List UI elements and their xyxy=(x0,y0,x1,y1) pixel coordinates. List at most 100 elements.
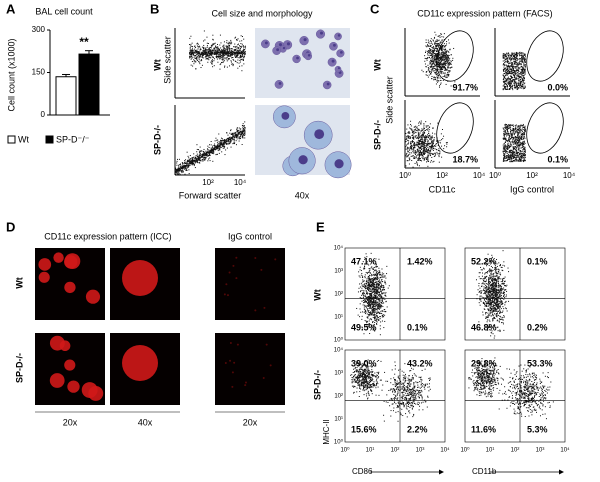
event-dot xyxy=(513,71,515,73)
event-dot xyxy=(508,135,510,137)
event-dot xyxy=(518,79,520,81)
event-dot xyxy=(513,65,515,67)
event-dot xyxy=(221,55,223,57)
event-dot xyxy=(430,138,432,140)
event-dot xyxy=(200,53,202,55)
event-dot xyxy=(427,125,429,127)
event-dot xyxy=(210,61,212,63)
event-dot xyxy=(514,139,516,141)
event-dot xyxy=(505,88,507,90)
event-dot xyxy=(410,125,412,127)
event-dot xyxy=(188,163,190,165)
event-dot xyxy=(230,60,232,62)
event-dot xyxy=(178,172,180,174)
event-dot xyxy=(238,138,240,140)
event-dot xyxy=(231,54,233,56)
event-dot xyxy=(442,55,444,57)
event-dot xyxy=(227,52,229,54)
event-dot xyxy=(421,138,423,140)
event-dot xyxy=(207,160,209,162)
nucleus xyxy=(337,67,341,70)
event-dot xyxy=(446,76,448,78)
event-dot xyxy=(521,80,523,82)
event-dot xyxy=(511,139,513,141)
event-dot xyxy=(416,143,418,145)
event-dot xyxy=(205,47,207,49)
event-dot xyxy=(516,159,518,161)
event-dot xyxy=(443,63,445,65)
event-dot xyxy=(371,304,373,306)
event-dot xyxy=(503,134,505,136)
event-dot xyxy=(517,64,519,66)
event-dot xyxy=(516,145,518,147)
event-dot xyxy=(426,58,428,60)
event-dot xyxy=(196,53,198,55)
event-dot xyxy=(364,305,366,307)
event-dot xyxy=(509,84,511,86)
event-dot xyxy=(441,68,443,70)
event-dot xyxy=(504,72,506,74)
event-dot xyxy=(510,87,512,89)
event-dot xyxy=(518,140,520,142)
event-dot xyxy=(220,63,222,65)
event-dot xyxy=(515,155,517,157)
event-dot xyxy=(507,148,509,150)
event-dot xyxy=(214,147,216,149)
event-dot xyxy=(523,60,525,62)
event-dot xyxy=(220,49,222,51)
event-dot xyxy=(510,142,512,144)
event-dot xyxy=(446,59,448,61)
event-dot xyxy=(204,51,206,53)
event-dot xyxy=(375,277,377,279)
event-dot xyxy=(244,51,246,53)
event-dot xyxy=(514,58,516,60)
event-dot xyxy=(212,39,214,41)
event-dot xyxy=(363,294,365,296)
event-dot xyxy=(438,35,440,37)
event-dot xyxy=(433,66,435,68)
event-dot xyxy=(234,53,236,55)
event-dot xyxy=(213,53,215,55)
event-dot xyxy=(201,53,203,55)
event-dot xyxy=(434,152,436,154)
event-dot xyxy=(239,49,241,51)
event-dot xyxy=(223,51,225,53)
event-dot xyxy=(517,136,519,138)
event-dot xyxy=(205,51,207,53)
event-dot xyxy=(519,51,521,53)
event-dot xyxy=(199,153,201,155)
event-dot xyxy=(426,152,428,154)
event-dot xyxy=(513,128,515,130)
event-dot xyxy=(240,35,242,37)
event-dot xyxy=(413,145,415,147)
event-dot xyxy=(504,53,506,55)
event-dot xyxy=(214,149,216,151)
event-dot xyxy=(515,78,517,80)
event-dot xyxy=(511,137,513,139)
event-dot xyxy=(506,61,508,63)
event-dot xyxy=(416,162,418,164)
event-dot xyxy=(244,127,246,129)
event-dot xyxy=(221,50,223,52)
event-dot xyxy=(438,57,440,59)
event-dot xyxy=(522,157,524,159)
event-dot xyxy=(508,156,510,158)
event-dot xyxy=(208,53,210,55)
event-dot xyxy=(515,142,517,144)
event-dot xyxy=(524,57,526,59)
event-dot xyxy=(440,57,442,59)
event-dot xyxy=(515,72,517,74)
event-dot xyxy=(198,156,200,158)
event-dot xyxy=(226,49,228,51)
event-dot xyxy=(412,149,414,151)
event-dot xyxy=(230,139,232,141)
stained-cell xyxy=(265,343,268,346)
event-dot xyxy=(236,50,238,52)
event-dot xyxy=(511,160,513,162)
event-dot xyxy=(510,59,512,61)
event-dot xyxy=(522,87,524,89)
event-dot xyxy=(373,297,375,299)
event-dot xyxy=(428,67,430,69)
event-dot xyxy=(444,58,446,60)
